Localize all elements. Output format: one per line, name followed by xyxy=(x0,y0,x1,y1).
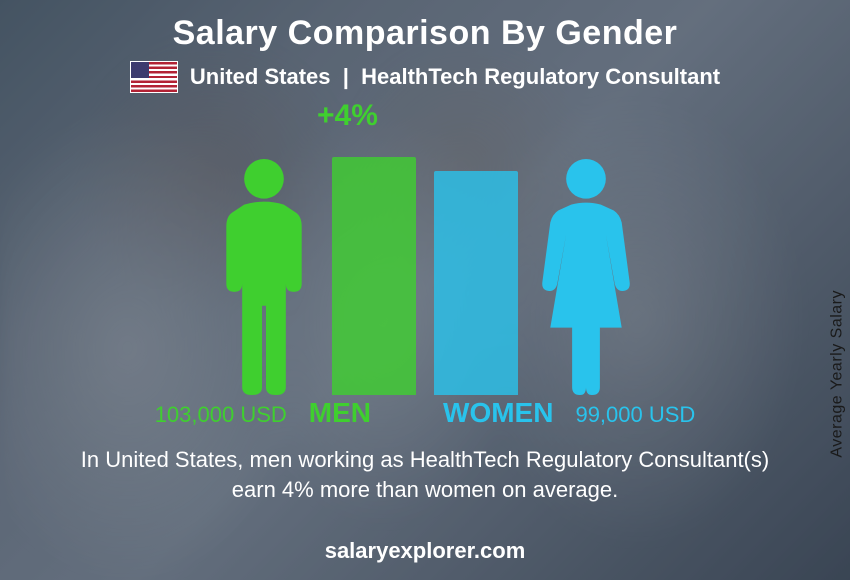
men-bar xyxy=(332,157,416,395)
men-salary: 103,000 USD xyxy=(155,402,287,428)
country-label: United States xyxy=(190,64,331,89)
infographic-content: Salary Comparison By Gender United State… xyxy=(0,0,850,580)
flag-canton xyxy=(131,62,149,78)
percent-diff-label: +4% xyxy=(317,99,378,133)
women-bar xyxy=(434,171,518,395)
footer-source: salaryexplorer.com xyxy=(0,538,850,564)
men-label: MEN xyxy=(309,397,371,429)
salary-row: 103,000 USD MEN WOMEN 99,000 USD xyxy=(155,397,696,429)
chart-area: +4% 103,000 USD MEN WOMEN 99,000 USD xyxy=(0,99,850,429)
woman-icon xyxy=(536,157,636,395)
women-salary: 99,000 USD xyxy=(575,402,695,428)
job-title-label: HealthTech Regulatory Consultant xyxy=(361,64,720,89)
us-flag-icon xyxy=(130,61,178,93)
chart-figures xyxy=(214,157,636,395)
women-label: WOMEN xyxy=(443,397,553,429)
subtitle-row: United States | HealthTech Regulatory Co… xyxy=(0,61,850,93)
yaxis-label: Average Yearly Salary xyxy=(829,290,847,458)
description-text: In United States, men working as HealthT… xyxy=(60,445,790,504)
man-icon xyxy=(214,157,314,395)
separator: | xyxy=(343,64,349,89)
subtitle-text: United States | HealthTech Regulatory Co… xyxy=(190,64,720,90)
page-title: Salary Comparison By Gender xyxy=(0,0,850,53)
